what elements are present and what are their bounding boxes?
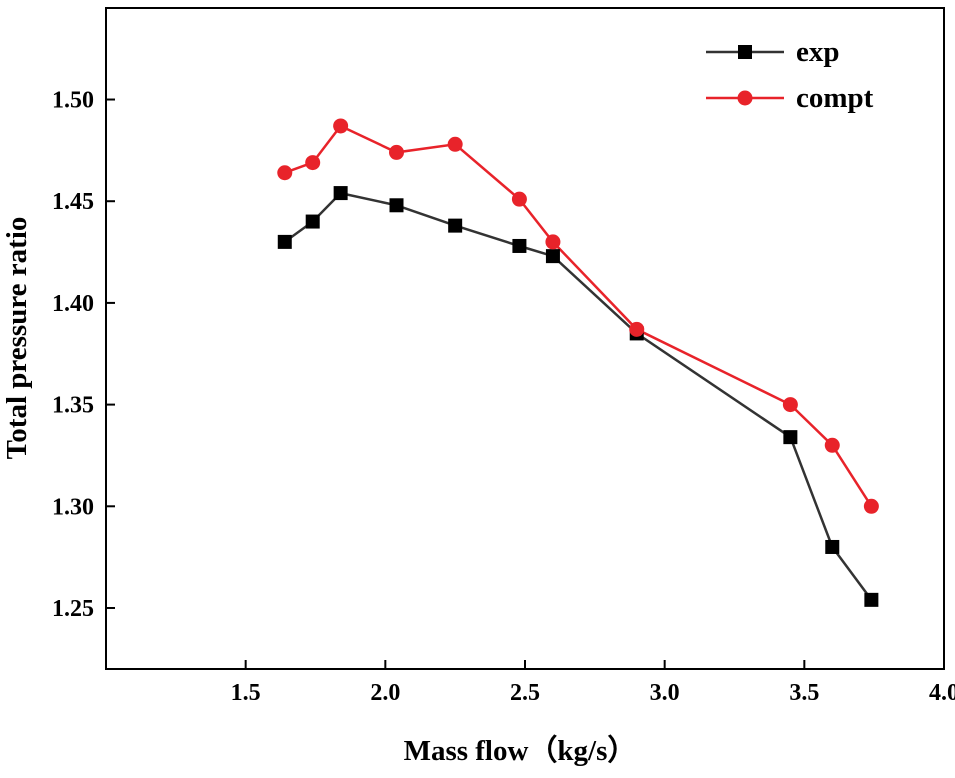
data-point-compt <box>824 437 840 453</box>
data-point-compt <box>447 136 463 152</box>
y-tick-label: 1.45 <box>52 189 94 215</box>
data-point-exp <box>545 249 560 264</box>
data-point-exp <box>783 430 798 445</box>
x-tick-label: 3.5 <box>789 680 819 706</box>
y-tick-label: 1.35 <box>52 393 94 419</box>
y-axis-title: Total pressure ratio <box>1 217 33 460</box>
legend-label-compt: compt <box>796 82 874 114</box>
data-point-compt <box>389 144 405 160</box>
series-line-compt <box>284 124 873 507</box>
y-tick-label: 1.30 <box>52 494 94 520</box>
data-point-exp <box>277 234 292 249</box>
data-point-compt <box>511 191 527 207</box>
data-point-compt <box>629 321 645 337</box>
data-point-exp <box>512 238 527 253</box>
legend-marker-compt <box>737 90 753 106</box>
x-tick-label: 2.0 <box>370 680 400 706</box>
x-tick-label: 2.5 <box>510 680 540 706</box>
y-tick-label: 1.40 <box>52 291 94 317</box>
data-point-compt <box>305 155 321 171</box>
data-point-compt <box>782 397 798 413</box>
data-point-compt <box>863 498 879 514</box>
data-point-compt <box>545 234 561 250</box>
legend-marker-exp <box>738 45 752 59</box>
data-point-exp <box>305 214 320 229</box>
y-tick-label: 1.25 <box>52 596 94 622</box>
y-tick-label: 1.50 <box>52 88 94 114</box>
legend-label-exp: exp <box>796 36 840 68</box>
series-line-exp <box>284 191 873 601</box>
x-axis-title: Mass flow（kg/s） <box>404 734 637 767</box>
data-point-compt <box>333 118 349 134</box>
x-tick-label: 4.0 <box>929 680 955 706</box>
data-point-exp <box>448 218 463 233</box>
data-point-exp <box>825 539 840 554</box>
x-tick-label: 1.5 <box>231 680 261 706</box>
data-point-exp <box>389 198 404 213</box>
data-point-exp <box>333 186 348 201</box>
data-point-exp <box>864 592 879 607</box>
data-point-compt <box>277 165 293 181</box>
x-tick-label: 3.0 <box>650 680 680 706</box>
